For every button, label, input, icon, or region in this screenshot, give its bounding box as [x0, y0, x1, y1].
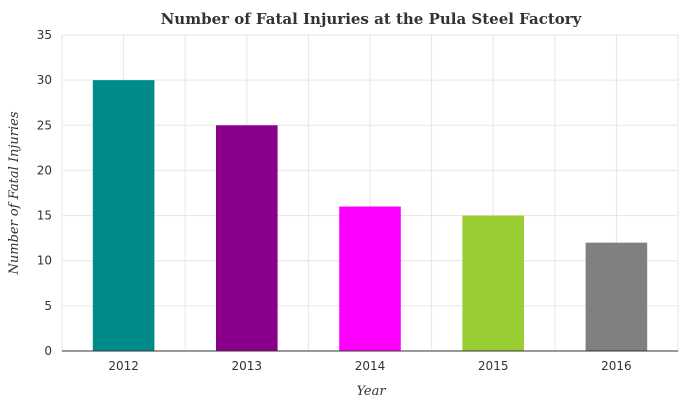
- chart-title: Number of Fatal Injuries at the Pula Ste…: [161, 10, 583, 28]
- bars: [62, 80, 678, 352]
- y-axis-ticks: 0 5 10 15 20 25 30 35: [37, 28, 52, 358]
- y-tick-label: 15: [37, 209, 52, 223]
- y-tick-label: 30: [37, 73, 52, 87]
- y-tick-label: 25: [37, 118, 52, 132]
- x-tick-label: 2013: [232, 359, 263, 373]
- y-tick-label: 10: [37, 254, 52, 268]
- grid: [61, 34, 679, 352]
- x-tick-label: 2016: [601, 359, 632, 373]
- y-tick-label: 20: [37, 163, 52, 177]
- bar-2016: [585, 242, 648, 351]
- x-axis-ticks: 2012 2013 2014 2015 2016: [108, 359, 631, 373]
- x-tick-label: 2014: [355, 359, 386, 373]
- bar-2015: [462, 215, 524, 351]
- bar-2013: [216, 125, 278, 352]
- x-tick-label: 2012: [108, 359, 139, 373]
- bar-2012: [92, 80, 155, 352]
- x-axis-label: Year: [356, 384, 386, 399]
- x-tick-label: 2015: [478, 359, 509, 373]
- y-tick-label: 35: [37, 28, 52, 42]
- y-tick-label: 0: [44, 344, 52, 358]
- bar-2014: [339, 206, 401, 351]
- y-tick-label: 5: [44, 299, 52, 313]
- y-axis-label: Number of Fatal Injuries: [7, 111, 22, 275]
